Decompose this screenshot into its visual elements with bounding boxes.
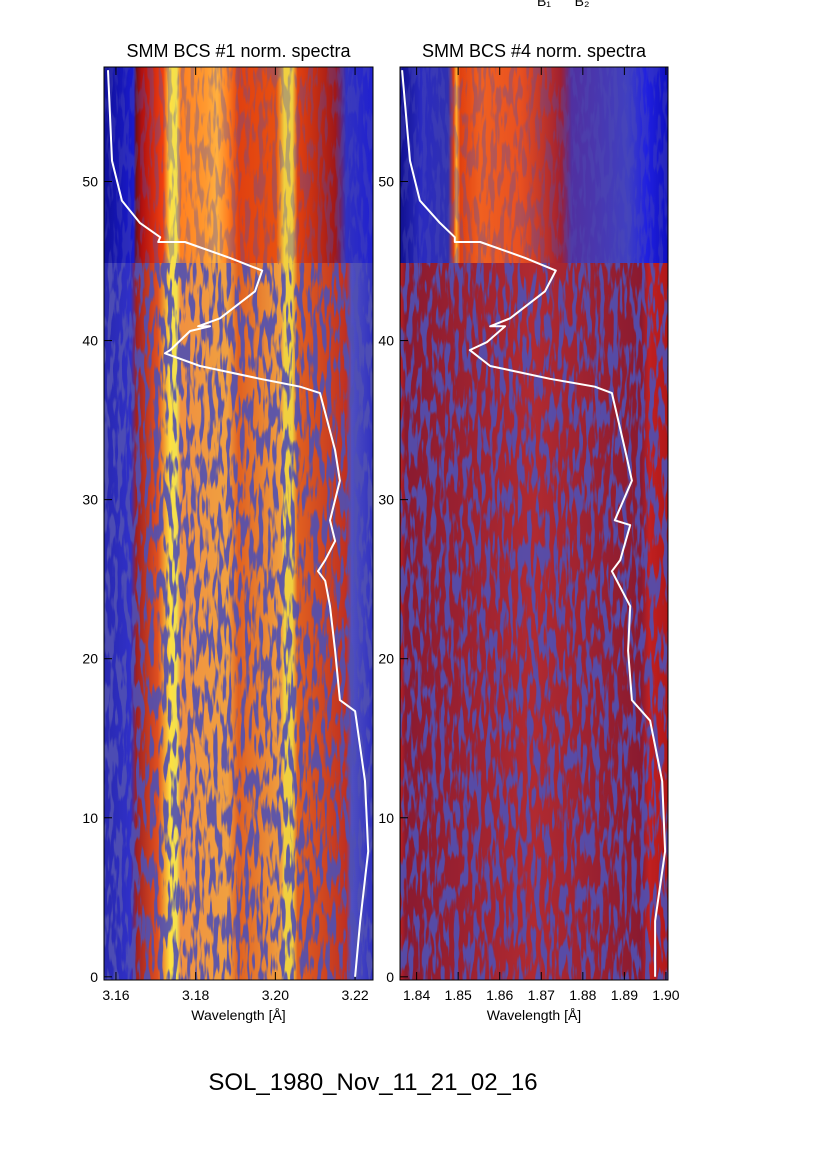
x-tick-label: 1.85	[445, 987, 472, 1003]
annotation: B₁	[537, 0, 551, 9]
x-tick-label: 1.86	[486, 987, 513, 1003]
plot-frame	[103, 66, 374, 981]
y-tick-label: 0	[386, 969, 394, 985]
x-tick-label: 1.88	[569, 987, 596, 1003]
x-axis-label: Wavelength [Å]	[191, 1007, 285, 1023]
noise-texture	[104, 263, 373, 980]
y-tick-label: 40	[378, 333, 394, 349]
x-axis-label: Wavelength [Å]	[487, 1007, 581, 1023]
footer: SOL_1980_Nov_11_21_02_16	[208, 1069, 537, 1096]
noise-texture	[400, 67, 668, 263]
x-tick-label: 1.87	[528, 987, 555, 1003]
plot-frame	[399, 66, 669, 981]
x-tick-label: 1.90	[652, 987, 679, 1003]
chart-title: SMM BCS #4 norm. spectra	[422, 41, 647, 61]
x-tick-label: 3.16	[102, 987, 129, 1003]
chart-title: SMM BCS #1 norm. spectra	[126, 41, 351, 61]
annotation: B₂	[575, 0, 590, 9]
y-tick-label: 40	[82, 333, 98, 349]
light-curve	[107, 70, 370, 977]
y-tick-label: 20	[378, 651, 394, 667]
y-tick-label: 10	[82, 810, 98, 826]
y-tick-label: 50	[82, 174, 98, 190]
y-tick-label: 50	[378, 174, 394, 190]
x-tick-label: 1.89	[611, 987, 638, 1003]
x-tick-label: 3.18	[182, 987, 209, 1003]
noise-texture	[104, 67, 373, 263]
light-curve	[401, 70, 667, 977]
y-tick-label: 0	[90, 969, 98, 985]
noise-texture	[400, 263, 668, 980]
y-tick-label: 20	[82, 651, 98, 667]
x-tick-label: 3.20	[262, 987, 289, 1003]
y-tick-label: 30	[378, 492, 394, 508]
x-tick-label: 1.84	[403, 987, 430, 1003]
y-tick-label: 30	[82, 492, 98, 508]
y-tick-label: 10	[378, 810, 394, 826]
x-tick-label: 3.22	[341, 987, 368, 1003]
